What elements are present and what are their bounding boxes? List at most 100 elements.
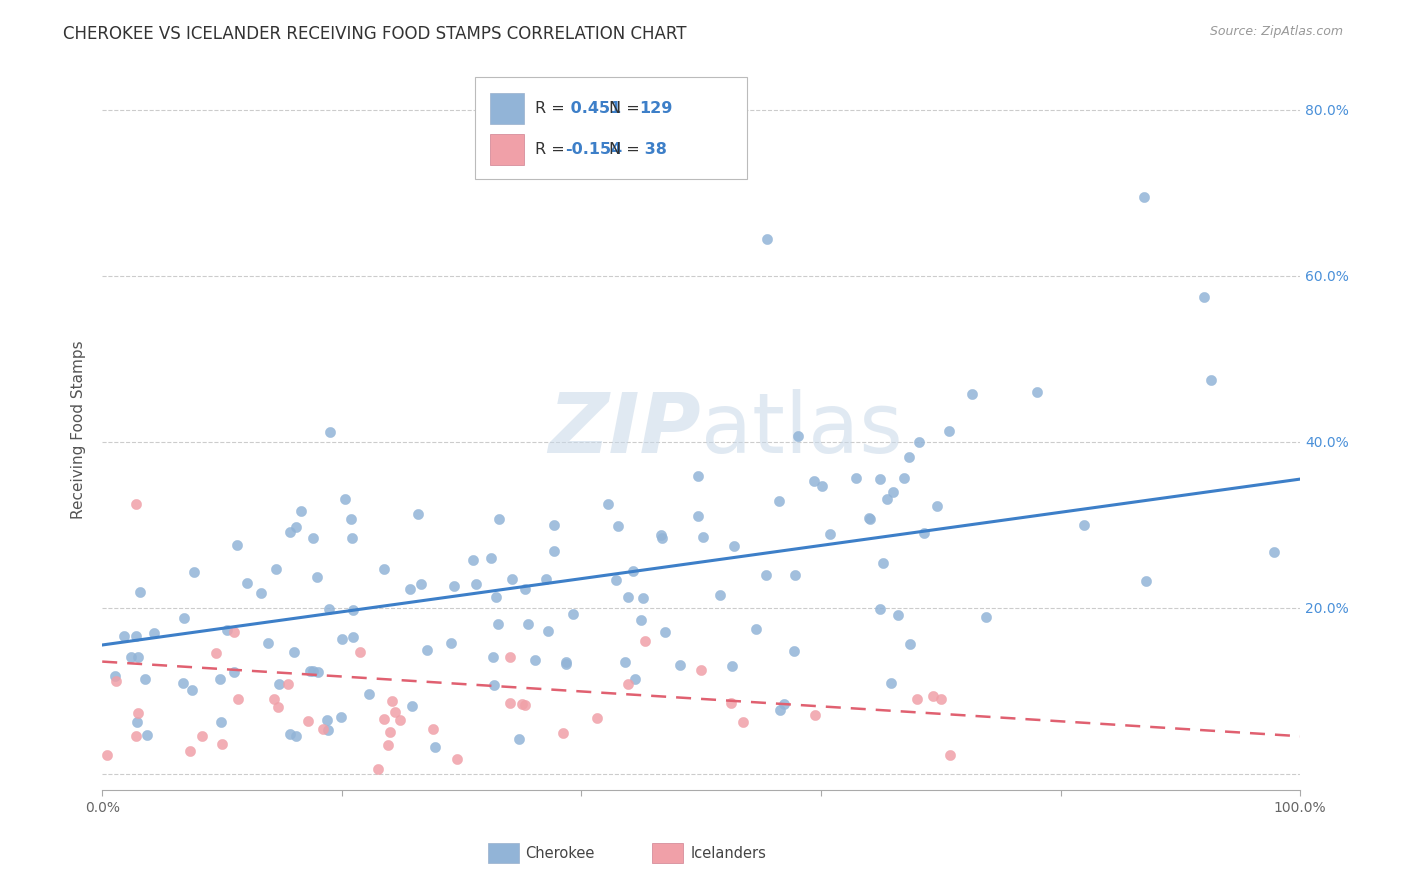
Text: R =: R =: [534, 101, 569, 116]
Point: [721, 659, 744, 673]
Text: 38: 38: [638, 142, 666, 157]
Point: [485, 591, 508, 605]
Point: [543, 544, 565, 558]
Text: R =: R =: [534, 142, 569, 157]
Point: [283, 645, 305, 659]
Point: [1133, 190, 1156, 204]
Point: [905, 692, 928, 706]
Point: [211, 737, 233, 751]
Point: [516, 617, 538, 632]
Point: [267, 699, 290, 714]
Point: [316, 714, 339, 728]
Point: [898, 450, 921, 464]
Point: [222, 665, 245, 680]
Text: N =: N =: [609, 142, 644, 157]
Point: [1073, 517, 1095, 532]
Point: [301, 531, 323, 545]
Point: [250, 586, 273, 600]
Point: [96, 747, 118, 762]
Point: [745, 622, 768, 636]
Point: [869, 472, 891, 486]
Point: [367, 763, 389, 777]
Point: [908, 434, 931, 449]
Point: [484, 678, 506, 692]
Point: [330, 632, 353, 647]
Point: [893, 471, 915, 485]
Point: [872, 556, 894, 570]
Point: [501, 572, 523, 586]
Point: [277, 677, 299, 691]
Point: [912, 525, 935, 540]
Point: [377, 739, 399, 753]
Point: [297, 714, 319, 728]
Point: [929, 692, 952, 706]
Text: Source: ZipAtlas.com: Source: ZipAtlas.com: [1209, 25, 1343, 38]
Point: [720, 696, 742, 710]
Point: [443, 578, 465, 592]
Y-axis label: Receiving Food Stamps: Receiving Food Stamps: [72, 340, 86, 518]
Point: [127, 706, 149, 721]
Point: [633, 591, 655, 606]
Point: [373, 712, 395, 726]
Point: [381, 694, 404, 708]
Point: [543, 518, 565, 533]
Point: [349, 645, 371, 659]
Point: [1025, 384, 1047, 399]
Point: [607, 519, 630, 533]
Point: [285, 520, 308, 534]
Point: [136, 728, 159, 742]
Point: [209, 714, 232, 729]
Point: [446, 751, 468, 765]
Text: atlas: atlas: [702, 389, 903, 470]
Point: [312, 722, 335, 736]
Point: [173, 611, 195, 625]
Point: [859, 512, 882, 526]
Point: [180, 683, 202, 698]
Point: [399, 582, 422, 596]
Point: [104, 673, 127, 688]
Point: [605, 573, 627, 587]
Point: [650, 527, 672, 541]
Point: [617, 590, 640, 604]
Point: [208, 673, 231, 687]
Point: [938, 424, 960, 438]
Point: [226, 692, 249, 706]
Point: [882, 484, 904, 499]
Point: [887, 607, 910, 622]
Point: [401, 699, 423, 714]
Point: [876, 491, 898, 506]
Point: [551, 726, 574, 740]
Point: [621, 564, 644, 578]
Point: [634, 634, 657, 648]
Point: [143, 625, 166, 640]
Point: [425, 740, 447, 755]
Point: [654, 624, 676, 639]
Point: [586, 710, 609, 724]
Point: [692, 530, 714, 544]
Point: [731, 715, 754, 730]
Point: [803, 707, 825, 722]
Point: [939, 747, 962, 762]
Point: [651, 532, 673, 546]
Point: [378, 724, 401, 739]
Point: [205, 646, 228, 660]
Point: [499, 650, 522, 665]
Point: [267, 677, 290, 691]
Point: [226, 539, 249, 553]
Point: [488, 512, 510, 526]
Point: [125, 729, 148, 743]
Point: [278, 727, 301, 741]
Point: [508, 731, 530, 746]
Point: [307, 665, 329, 679]
Point: [486, 616, 509, 631]
Point: [127, 715, 149, 730]
Point: [316, 723, 339, 737]
Point: [554, 657, 576, 672]
Point: [921, 689, 943, 703]
Point: [299, 664, 322, 678]
Point: [1194, 290, 1216, 304]
Point: [340, 531, 363, 545]
Point: [756, 231, 779, 245]
Point: [537, 624, 560, 638]
Point: [179, 743, 201, 757]
